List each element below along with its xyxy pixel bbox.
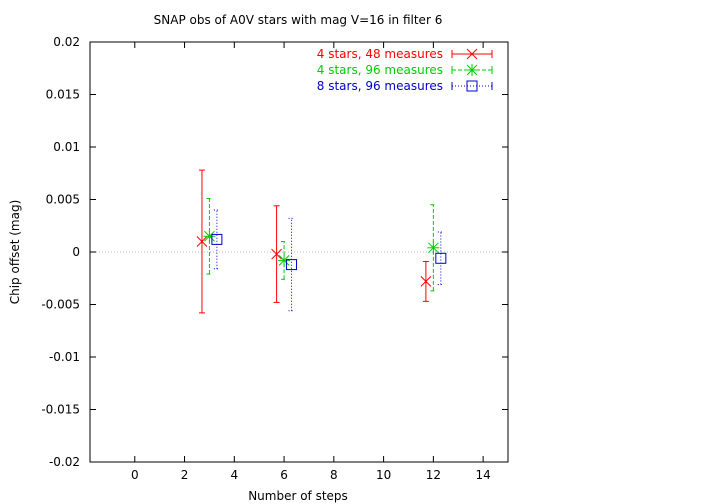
chart-title: SNAP obs of A0V stars with mag V=16 in f…: [154, 13, 443, 27]
y-tick-label: -0.02: [49, 455, 80, 469]
square-marker: [435, 252, 447, 264]
y-tick-label: -0.01: [49, 350, 80, 364]
x-tick-label: 14: [475, 468, 490, 482]
x-marker: [196, 236, 208, 247]
star-marker: [466, 64, 478, 76]
x-marker: [466, 48, 478, 60]
series-2: [203, 197, 440, 292]
x-marker: [271, 248, 282, 260]
x-tick-label: 8: [330, 468, 338, 482]
x-tick-label: 6: [280, 468, 288, 482]
x-tick-label: 4: [230, 468, 238, 482]
y-tick-label: 0: [72, 245, 80, 259]
data-point: [427, 204, 440, 292]
series-3: [211, 209, 447, 312]
data-point: [203, 197, 216, 275]
data-point: [271, 205, 282, 303]
y-tick-label: 0.01: [53, 140, 80, 154]
plot-frame: [89, 41, 509, 463]
x-axis-label: Number of steps: [248, 489, 348, 503]
data-point: [278, 241, 291, 280]
x-tick-label: 2: [181, 468, 189, 482]
y-tick-label: 0.005: [46, 193, 80, 207]
axis-ticks: 0 2 4 6 8 10 12 14 -0.02 -0.015 -0.01 -0.005 0 0.005 0…: [41, 35, 508, 482]
data-point: [420, 260, 432, 302]
series-1: [196, 169, 432, 314]
square-marker: [466, 80, 478, 92]
data-point: [286, 217, 298, 312]
data-point: [435, 231, 447, 286]
legend-label: 8 stars, 96 measures: [317, 79, 443, 93]
x-tick-label: 0: [131, 468, 139, 482]
square-marker: [211, 233, 223, 245]
data-point: [211, 209, 223, 270]
square-marker: [286, 259, 298, 271]
star-marker: [427, 241, 440, 254]
x-tick-label: 12: [426, 468, 441, 482]
legend: 4 stars, 48 measures 4 stars, 96 measures…: [317, 47, 493, 93]
legend-label: 4 stars, 48 measures: [317, 47, 443, 61]
y-tick-label: -0.005: [41, 298, 80, 312]
data-point: [196, 169, 208, 314]
y-tick-label: 0.02: [53, 35, 80, 49]
y-axis-label: Chip offset (mag): [8, 200, 22, 305]
x-tick-label: 10: [376, 468, 391, 482]
star-marker: [203, 230, 216, 243]
series-layer: [196, 169, 447, 314]
star-marker: [278, 254, 291, 267]
legend-label: 4 stars, 96 measures: [317, 63, 443, 77]
x-marker: [420, 276, 432, 287]
y-tick-label: 0.015: [46, 88, 80, 102]
y-tick-label: -0.015: [41, 403, 80, 417]
